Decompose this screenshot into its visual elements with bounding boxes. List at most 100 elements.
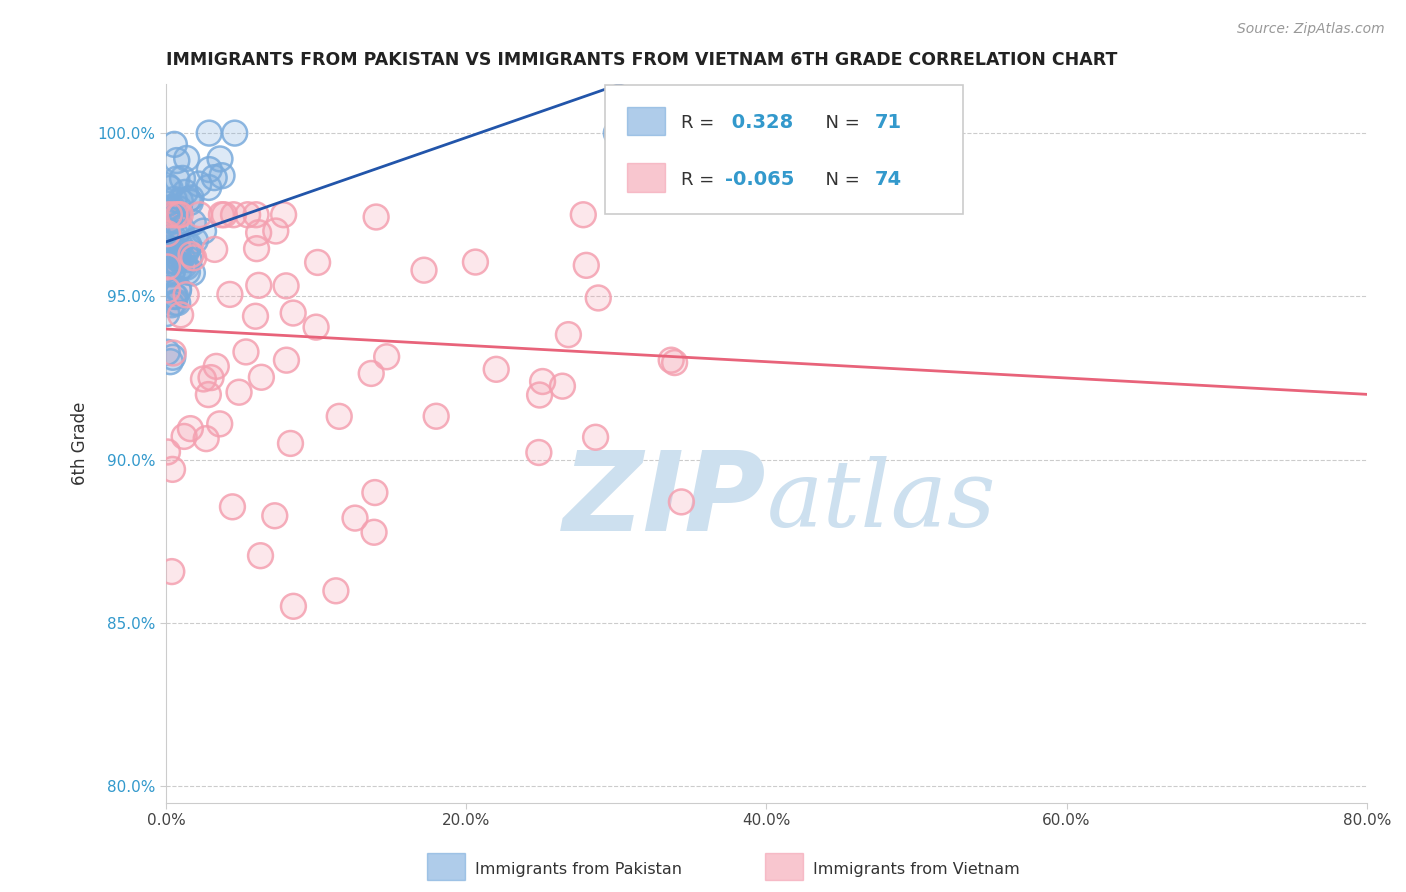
Text: R =: R = <box>681 114 720 132</box>
Point <box>174 186 197 200</box>
Point <box>219 287 242 301</box>
Point <box>176 152 198 166</box>
Point <box>169 237 191 252</box>
Point <box>464 255 486 269</box>
Point <box>364 485 387 500</box>
Point <box>170 220 193 235</box>
Point <box>179 422 201 436</box>
Point <box>307 255 329 269</box>
Point <box>425 409 447 424</box>
Point <box>170 220 193 235</box>
Point <box>193 224 215 238</box>
Point <box>198 162 221 177</box>
Point <box>204 243 226 257</box>
Point <box>235 345 257 359</box>
Point <box>166 245 188 260</box>
Point <box>198 126 221 140</box>
Point <box>160 267 183 281</box>
Point <box>167 282 190 296</box>
Point <box>485 362 508 376</box>
Point <box>195 432 218 446</box>
Point <box>193 372 215 386</box>
Point <box>156 202 179 216</box>
Point <box>165 248 187 262</box>
Text: N =: N = <box>814 170 866 188</box>
Point <box>156 227 179 241</box>
Point <box>173 429 195 443</box>
Point <box>167 284 190 298</box>
Point <box>575 258 598 272</box>
Point <box>163 295 186 310</box>
Point <box>208 417 231 431</box>
Point <box>247 278 270 293</box>
Point <box>208 152 231 166</box>
Point <box>364 485 387 500</box>
Point <box>160 267 183 281</box>
Point <box>163 213 186 227</box>
Point <box>249 549 271 563</box>
Text: atlas: atlas <box>766 456 995 546</box>
Point <box>197 387 219 401</box>
Point <box>551 379 574 393</box>
Point <box>165 227 187 242</box>
Point <box>156 306 179 320</box>
Point <box>166 295 188 310</box>
Point <box>205 359 228 374</box>
Point <box>360 367 382 381</box>
Point <box>172 251 194 265</box>
Point <box>156 345 179 359</box>
Point <box>572 208 595 222</box>
Point <box>181 216 204 230</box>
Point <box>245 242 267 256</box>
Point <box>249 549 271 563</box>
Text: ZIP: ZIP <box>562 447 766 554</box>
Point <box>211 208 233 222</box>
Point <box>167 252 190 266</box>
Point <box>585 430 607 444</box>
Point <box>195 432 218 446</box>
Text: 74: 74 <box>875 170 901 189</box>
Point <box>228 385 250 400</box>
Point <box>169 208 191 222</box>
Point <box>245 208 267 222</box>
Point <box>165 255 187 269</box>
Point <box>165 289 187 303</box>
Point <box>187 177 209 191</box>
Point <box>165 289 187 303</box>
Point <box>214 208 236 222</box>
Point <box>245 242 267 256</box>
Point <box>159 354 181 368</box>
Point <box>263 508 285 523</box>
Point <box>173 259 195 273</box>
Point <box>176 260 198 275</box>
Point <box>211 208 233 222</box>
Point <box>169 262 191 277</box>
Point <box>166 172 188 186</box>
Point <box>172 171 194 186</box>
Point <box>180 248 202 262</box>
Point <box>344 511 367 525</box>
Point <box>156 227 179 241</box>
Point <box>169 194 191 208</box>
Point <box>283 306 305 320</box>
Point <box>214 208 236 222</box>
Point <box>425 409 447 424</box>
Point <box>211 169 233 183</box>
Point <box>659 353 682 368</box>
Point <box>363 525 385 540</box>
Point <box>177 240 200 254</box>
Point <box>183 251 205 265</box>
Point <box>159 253 181 268</box>
Point <box>167 284 190 298</box>
Point <box>166 218 188 232</box>
Point <box>156 178 179 193</box>
Point <box>156 227 179 241</box>
Point <box>167 208 190 222</box>
Point <box>236 208 259 222</box>
Point <box>177 240 200 254</box>
Point <box>200 370 222 384</box>
Point <box>211 169 233 183</box>
Point <box>156 197 179 211</box>
Point <box>280 436 302 450</box>
Point <box>174 186 197 200</box>
